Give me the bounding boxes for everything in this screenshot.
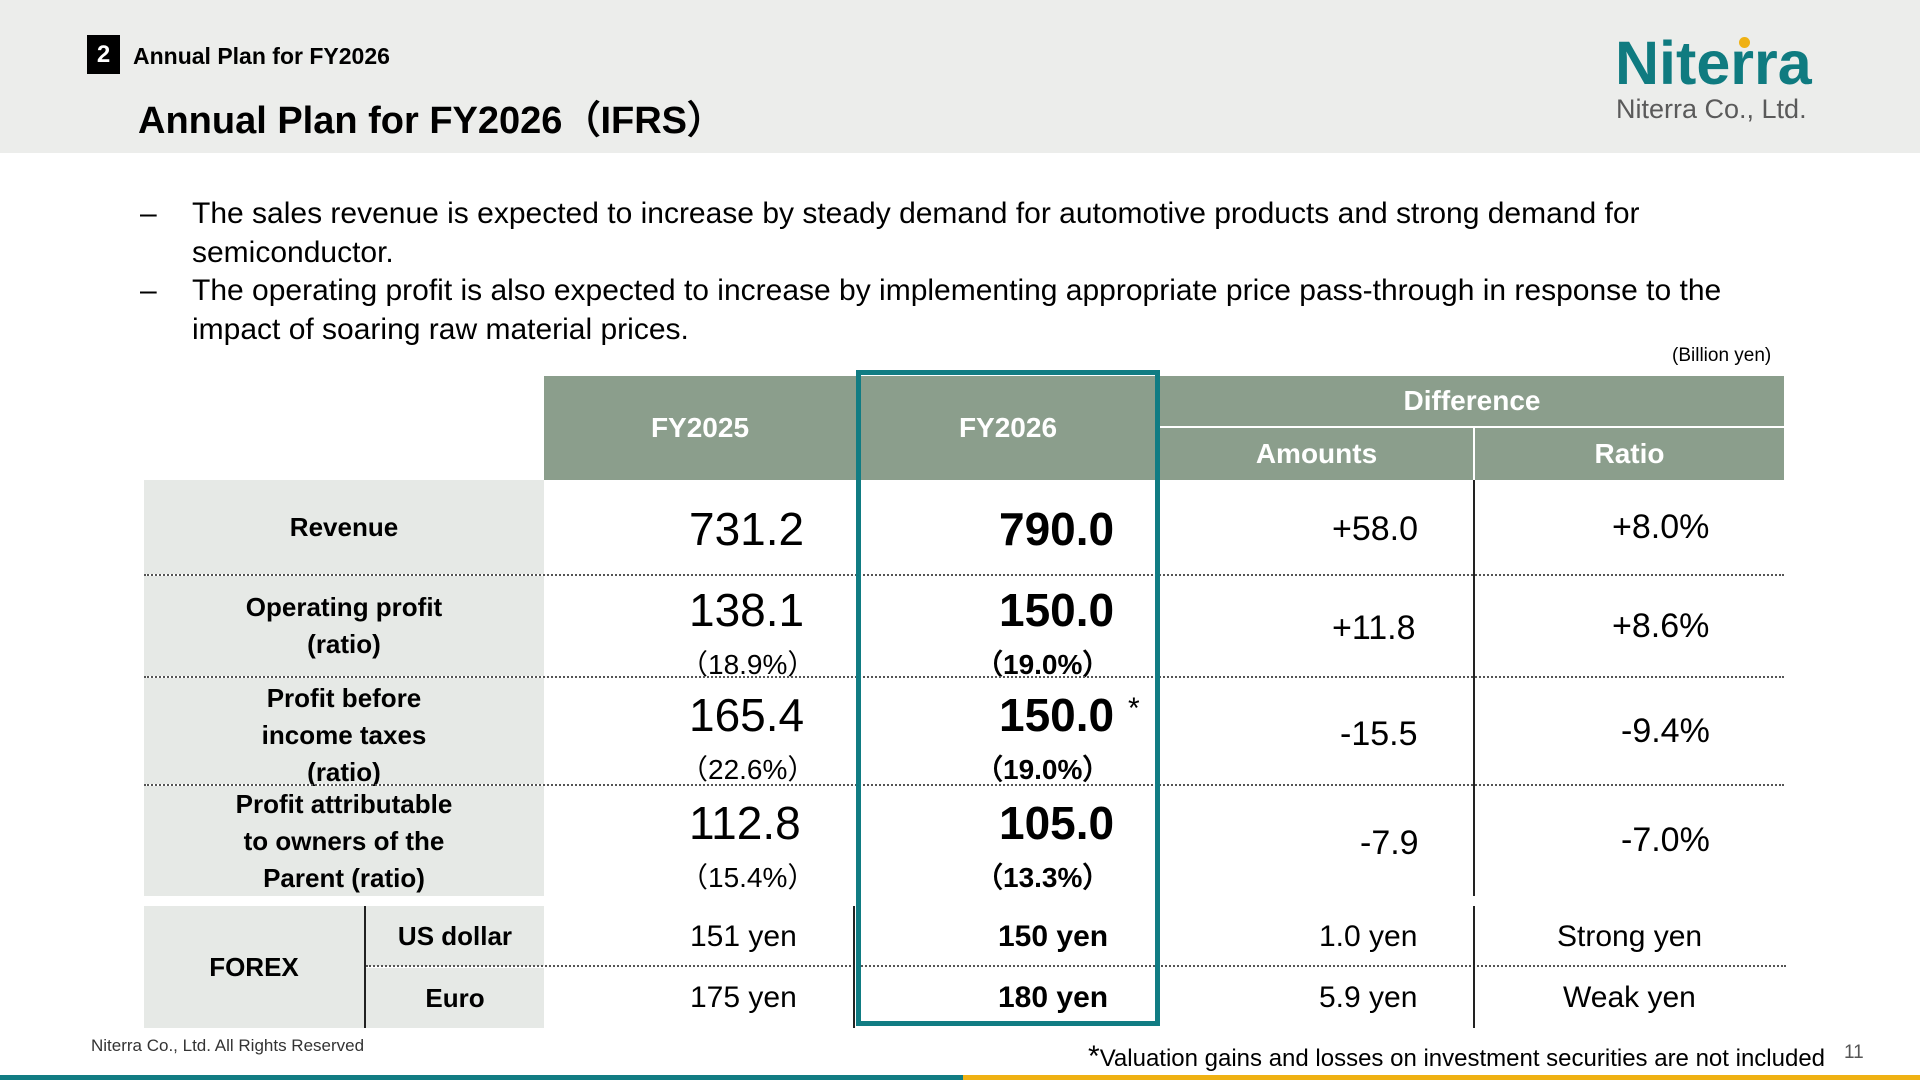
header-difference: Difference	[1160, 376, 1784, 426]
bullet-item: – The operating profit is also expected t…	[140, 272, 1780, 349]
row-label-operating-profit: Operating profit (ratio)	[144, 576, 544, 676]
usd-fy2026: 150 yen	[998, 920, 1109, 953]
row-label-profit-before-tax: Profit before income taxes (ratio)	[144, 678, 544, 787]
page-title: Annual Plan for FY2026（IFRS）	[138, 100, 725, 142]
op-profit-fy2025: 138.1	[689, 584, 805, 636]
pat-amount: -7.9	[1360, 824, 1419, 862]
pbt-fy2025-ratio: （22.6%）	[680, 754, 816, 785]
header-fy2026: FY2026	[856, 376, 1160, 480]
pat-fy2026: 105.0	[999, 797, 1115, 849]
row-divider	[366, 965, 1786, 967]
footnote-star: *	[1088, 1040, 1100, 1073]
revenue-fy2025: 731.2	[689, 503, 805, 555]
pbt-ratio: -9.4%	[1621, 712, 1710, 750]
pbt-amount: -15.5	[1340, 715, 1418, 753]
op-profit-fy2025-ratio: （18.9%）	[680, 649, 816, 680]
section-number: 2	[87, 35, 120, 74]
forex-currency-euro: Euro	[366, 968, 544, 1028]
unit-label: (Billion yen)	[1672, 345, 1772, 366]
copyright: Niterra Co., Ltd. All Rights Reserved	[91, 1036, 365, 1055]
op-profit-ratio: +8.6%	[1612, 607, 1710, 645]
header-divider	[1473, 428, 1475, 480]
row-divider	[144, 574, 1784, 576]
page-number: 11	[1844, 1042, 1864, 1063]
column-divider	[853, 906, 855, 1028]
op-profit-fy2026: 150.0	[999, 584, 1115, 636]
usd-ratio: Strong yen	[1557, 920, 1703, 953]
pbt-fy2026-ratio: （19.0%）	[975, 754, 1111, 785]
row-divider	[144, 676, 1784, 678]
euro-amount: 5.9 yen	[1319, 981, 1418, 1014]
pat-fy2026-ratio: （13.3%）	[975, 862, 1111, 893]
bullet-list: – The sales revenue is expected to increa…	[140, 195, 1780, 349]
forex-divider	[364, 906, 366, 1028]
euro-fy2025: 175 yen	[690, 981, 797, 1014]
bullet-dash: –	[140, 274, 157, 307]
header-amounts: Amounts	[1160, 428, 1473, 480]
logo-subtitle: Niterra Co., Ltd.	[1616, 94, 1807, 124]
footnote: *Valuation gains and losses on investmen…	[1088, 1040, 1825, 1074]
pbt-fy2026-asterisk: *	[1128, 692, 1140, 725]
header-ratio: Ratio	[1475, 428, 1784, 480]
pat-ratio: -7.0%	[1621, 821, 1710, 859]
revenue-ratio: +8.0%	[1612, 508, 1710, 546]
column-divider	[1473, 906, 1475, 1028]
bullet-text: The sales revenue is expected to increas…	[192, 197, 1640, 269]
pat-fy2025: 112.8	[689, 797, 801, 849]
section-label: Annual Plan for FY2026	[133, 43, 390, 69]
forex-currency-usd: US dollar	[366, 906, 544, 966]
euro-fy2026: 180 yen	[998, 981, 1109, 1014]
row-divider	[144, 784, 1784, 786]
row-label-revenue: Revenue	[144, 480, 544, 574]
footnote-text: Valuation gains and losses on investment…	[1099, 1045, 1826, 1072]
column-divider	[1473, 480, 1475, 896]
footer-bar-yellow	[963, 1075, 1920, 1080]
bullet-item: – The sales revenue is expected to increa…	[140, 195, 1780, 272]
logo-mark: Niterra	[1615, 29, 1812, 97]
usd-fy2025: 151 yen	[690, 920, 797, 953]
header-fy2025: FY2025	[544, 376, 856, 480]
fy2026-highlight-frame	[856, 370, 1160, 1026]
logo-dot-icon	[1739, 37, 1750, 48]
pbt-fy2025: 165.4	[689, 689, 805, 741]
footer-bar-teal	[0, 1075, 963, 1080]
forex-label: FOREX	[144, 906, 364, 1028]
row-label-profit-attributable: Profit attributable to owners of the Par…	[144, 786, 544, 896]
op-profit-amount: +11.8	[1332, 609, 1416, 647]
bullet-text: The operating profit is also expected to…	[192, 274, 1722, 346]
revenue-amount: +58.0	[1332, 510, 1419, 548]
bullet-dash: –	[140, 197, 157, 230]
euro-ratio: Weak yen	[1563, 981, 1696, 1014]
header-divider	[1160, 426, 1784, 428]
op-profit-fy2026-ratio: （19.0%）	[975, 649, 1111, 680]
company-logo: Niterra Niterra Co., Ltd.	[1612, 30, 1832, 130]
revenue-fy2026: 790.0	[999, 503, 1115, 555]
pbt-fy2026: 150.0	[999, 689, 1115, 741]
pat-fy2025-ratio: （15.4%）	[680, 862, 816, 893]
usd-amount: 1.0 yen	[1319, 920, 1418, 953]
header-band	[0, 0, 1920, 153]
